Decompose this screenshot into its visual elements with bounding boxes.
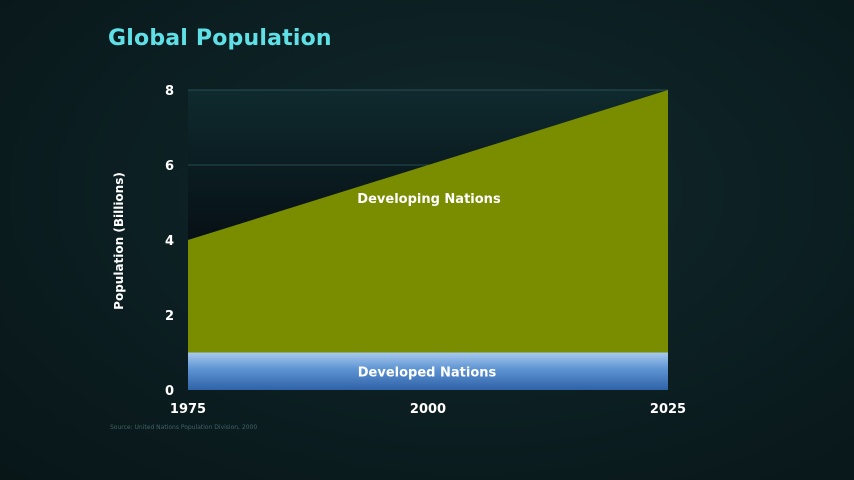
y-tick-label-6: 6	[165, 159, 174, 174]
y-tick-label-0: 0	[165, 384, 174, 399]
x-tick-label-2000: 2000	[410, 402, 446, 417]
area-developing-nations	[188, 90, 668, 353]
series-label-developed-nations: Developed Nations	[358, 365, 497, 380]
y-tick-label-2: 2	[165, 309, 174, 324]
area-developed-nations	[188, 352, 668, 390]
y-tick-label-8: 8	[165, 84, 174, 99]
source-note: Source: United Nations Population Divisi…	[110, 424, 258, 431]
y-tick-label-4: 4	[165, 234, 174, 249]
series-label-developing-nations: Developing Nations	[357, 192, 501, 207]
y-axis-label: Population (Billions)	[112, 172, 126, 310]
x-tick-label-1975: 1975	[170, 402, 206, 417]
chart-title: Global Population	[108, 26, 332, 51]
x-tick-label-2025: 2025	[650, 402, 686, 417]
